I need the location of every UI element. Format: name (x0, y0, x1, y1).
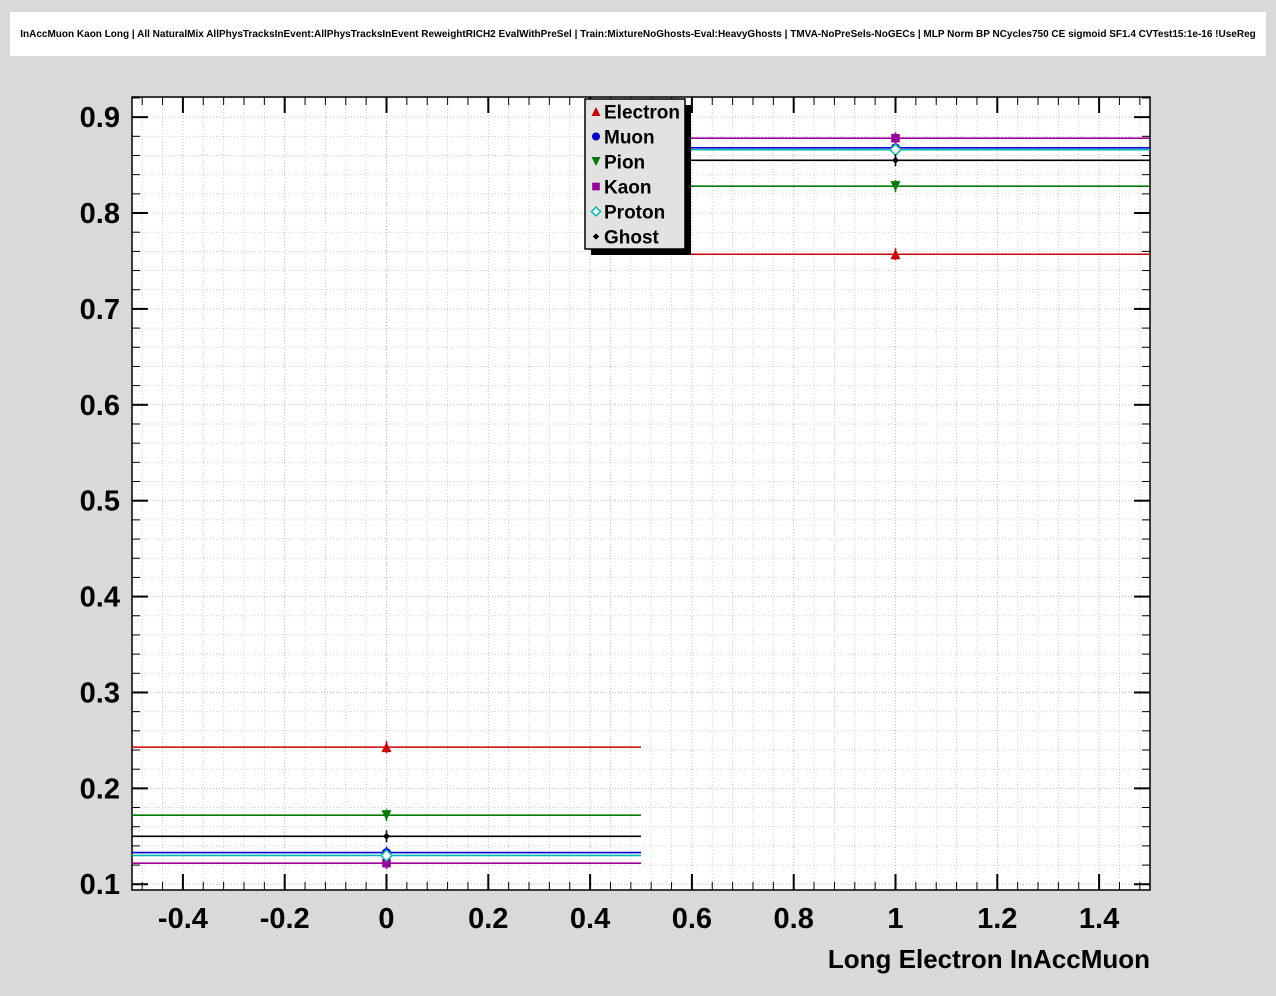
series-pion (132, 180, 1150, 822)
legend-label: Muon (604, 128, 655, 149)
y-tick-label: 0.6 (80, 390, 120, 422)
x-tick-labels: -0.4 -0.2 0 0.2 0.4 0.6 0.8 1 1.2 1.4 (158, 903, 1119, 935)
legend-label: Kaon (604, 178, 652, 199)
axis-ticks (132, 97, 1150, 890)
x-tick-label: -0.2 (260, 903, 310, 935)
electron-marker-icon (890, 249, 901, 260)
proton-marker-icon (379, 848, 394, 863)
y-tick-label: 0.7 (80, 294, 120, 326)
plot-title: InAccMuon Kaon Long | All NaturalMix All… (20, 28, 1256, 40)
grid (132, 97, 1150, 890)
legend-label: Electron (604, 103, 680, 124)
legend-entry-muon: Muon (591, 128, 655, 149)
legend-electron-marker-icon (591, 107, 601, 116)
legend-entry-proton: Proton (590, 203, 665, 224)
series-ghost (132, 154, 1150, 843)
x-tick-label: 1.2 (977, 903, 1017, 935)
legend-entry-kaon: Kaon (592, 178, 652, 199)
x-tick-label: 1 (887, 903, 903, 935)
legend-proton-marker-icon (590, 205, 602, 218)
electron-marker-icon (381, 742, 392, 753)
legend-box (584, 98, 686, 250)
legend-pion-marker-icon (591, 157, 601, 166)
series-kaon (132, 132, 1150, 870)
y-tick-label: 0.8 (80, 198, 120, 230)
x-tick-label: 0.4 (570, 903, 610, 935)
series-electron (132, 248, 1150, 754)
x-tick-label: 1.4 (1079, 903, 1119, 935)
legend-entry-pion: Pion (591, 153, 645, 174)
frame-border (131, 96, 1151, 891)
y-tick-label: 0.5 (80, 486, 120, 518)
legend-entry-ghost: Ghost (592, 228, 660, 249)
y-tick-label: 0.3 (80, 677, 120, 709)
plot-title-bar: InAccMuon Kaon Long | All NaturalMix All… (10, 12, 1266, 56)
y-tick-label: 0.2 (80, 773, 120, 805)
legend-label: Ghost (604, 228, 660, 249)
x-tick-label: 0 (378, 903, 394, 935)
kaon-marker-icon (382, 858, 391, 868)
legend-ghost-marker-icon (592, 233, 600, 240)
legend-label: Pion (604, 153, 645, 174)
legend-entry-electron: Electron (591, 103, 680, 124)
y-tick-label: 0.4 (80, 582, 120, 614)
legend: Electron Muon Pion Kaon Proton Ghost (584, 98, 691, 255)
y-tick-labels: 0.1 0.2 0.3 0.4 0.5 0.6 0.7 0.8 0.9 (80, 102, 120, 901)
x-tick-label: 0.6 (672, 903, 712, 935)
x-tick-label: 0.8 (774, 903, 814, 935)
x-tick-label: 0.2 (468, 903, 508, 935)
ghost-marker-icon (892, 156, 899, 164)
x-tick-label: -0.4 (158, 903, 208, 935)
pion-marker-icon (890, 181, 901, 192)
kaon-marker-icon (891, 133, 900, 143)
legend-label: Proton (604, 203, 665, 224)
y-tick-label: 0.1 (80, 869, 120, 901)
legend-kaon-marker-icon (592, 182, 600, 191)
series-proton (132, 143, 1150, 863)
ghost-marker-icon (383, 832, 390, 840)
y-tick-label: 0.9 (80, 102, 120, 134)
x-axis-title: Long Electron InAccMuon (828, 944, 1150, 974)
pion-marker-icon (381, 810, 392, 821)
legend-muon-marker-icon (591, 132, 601, 141)
